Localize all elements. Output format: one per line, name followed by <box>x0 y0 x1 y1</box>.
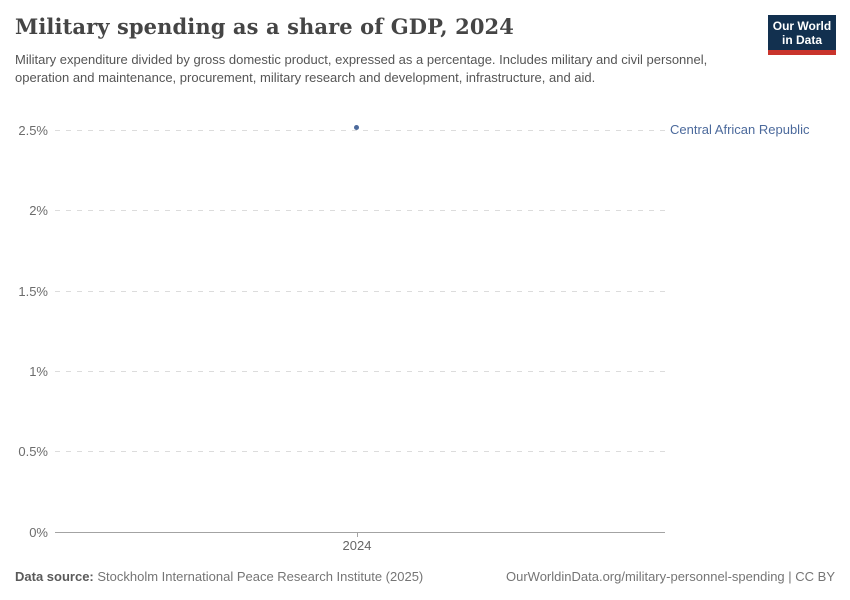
y-axis-tick-label: 2.5% <box>18 122 48 138</box>
gridline <box>55 290 665 292</box>
owid-url-link[interactable]: OurWorldinData.org/military-personnel-sp… <box>506 569 835 584</box>
owid-logo[interactable]: Our World in Data <box>768 15 836 55</box>
entity-label-central-african-republic[interactable]: Central African Republic <box>670 122 810 137</box>
data-source-label: Data source: <box>15 569 94 584</box>
x-axis-line <box>55 531 665 533</box>
gridline <box>55 129 665 131</box>
gridline-row: 1.5% <box>0 283 665 299</box>
gridline-row: 1% <box>0 363 665 379</box>
y-axis-tick-label: 1.5% <box>18 283 48 299</box>
gridline <box>55 450 665 452</box>
chart-subtitle: Military expenditure divided by gross do… <box>15 52 708 85</box>
data-point-central-african-republic[interactable] <box>354 125 359 130</box>
gridline <box>55 370 665 372</box>
gridline-row: 2% <box>0 202 665 218</box>
y-axis-tick-label: 0.5% <box>18 443 48 459</box>
x-axis-tick-mark <box>357 532 358 537</box>
x-axis-tick-label: 2024 <box>342 538 372 553</box>
x-axis-row: 0% <box>0 524 665 540</box>
y-axis-tick-label: 2% <box>29 202 48 218</box>
gridline <box>55 209 665 211</box>
data-source-note: Data source: Stockholm International Pea… <box>15 569 423 584</box>
gridline-row: 0.5% <box>0 443 665 459</box>
owid-logo-line1: Our World <box>772 19 832 33</box>
chart-footer: Data source: Stockholm International Pea… <box>15 569 835 584</box>
y-axis-tick-label: 0% <box>29 524 48 540</box>
owid-logo-line2: in Data <box>781 33 822 47</box>
y-axis-tick-label: 1% <box>29 363 48 379</box>
gridline-row: 2.5% <box>0 122 665 138</box>
data-source-text: Stockholm International Peace Research I… <box>93 569 424 584</box>
page-title: Military spending as a share of GDP, 202… <box>15 14 514 39</box>
